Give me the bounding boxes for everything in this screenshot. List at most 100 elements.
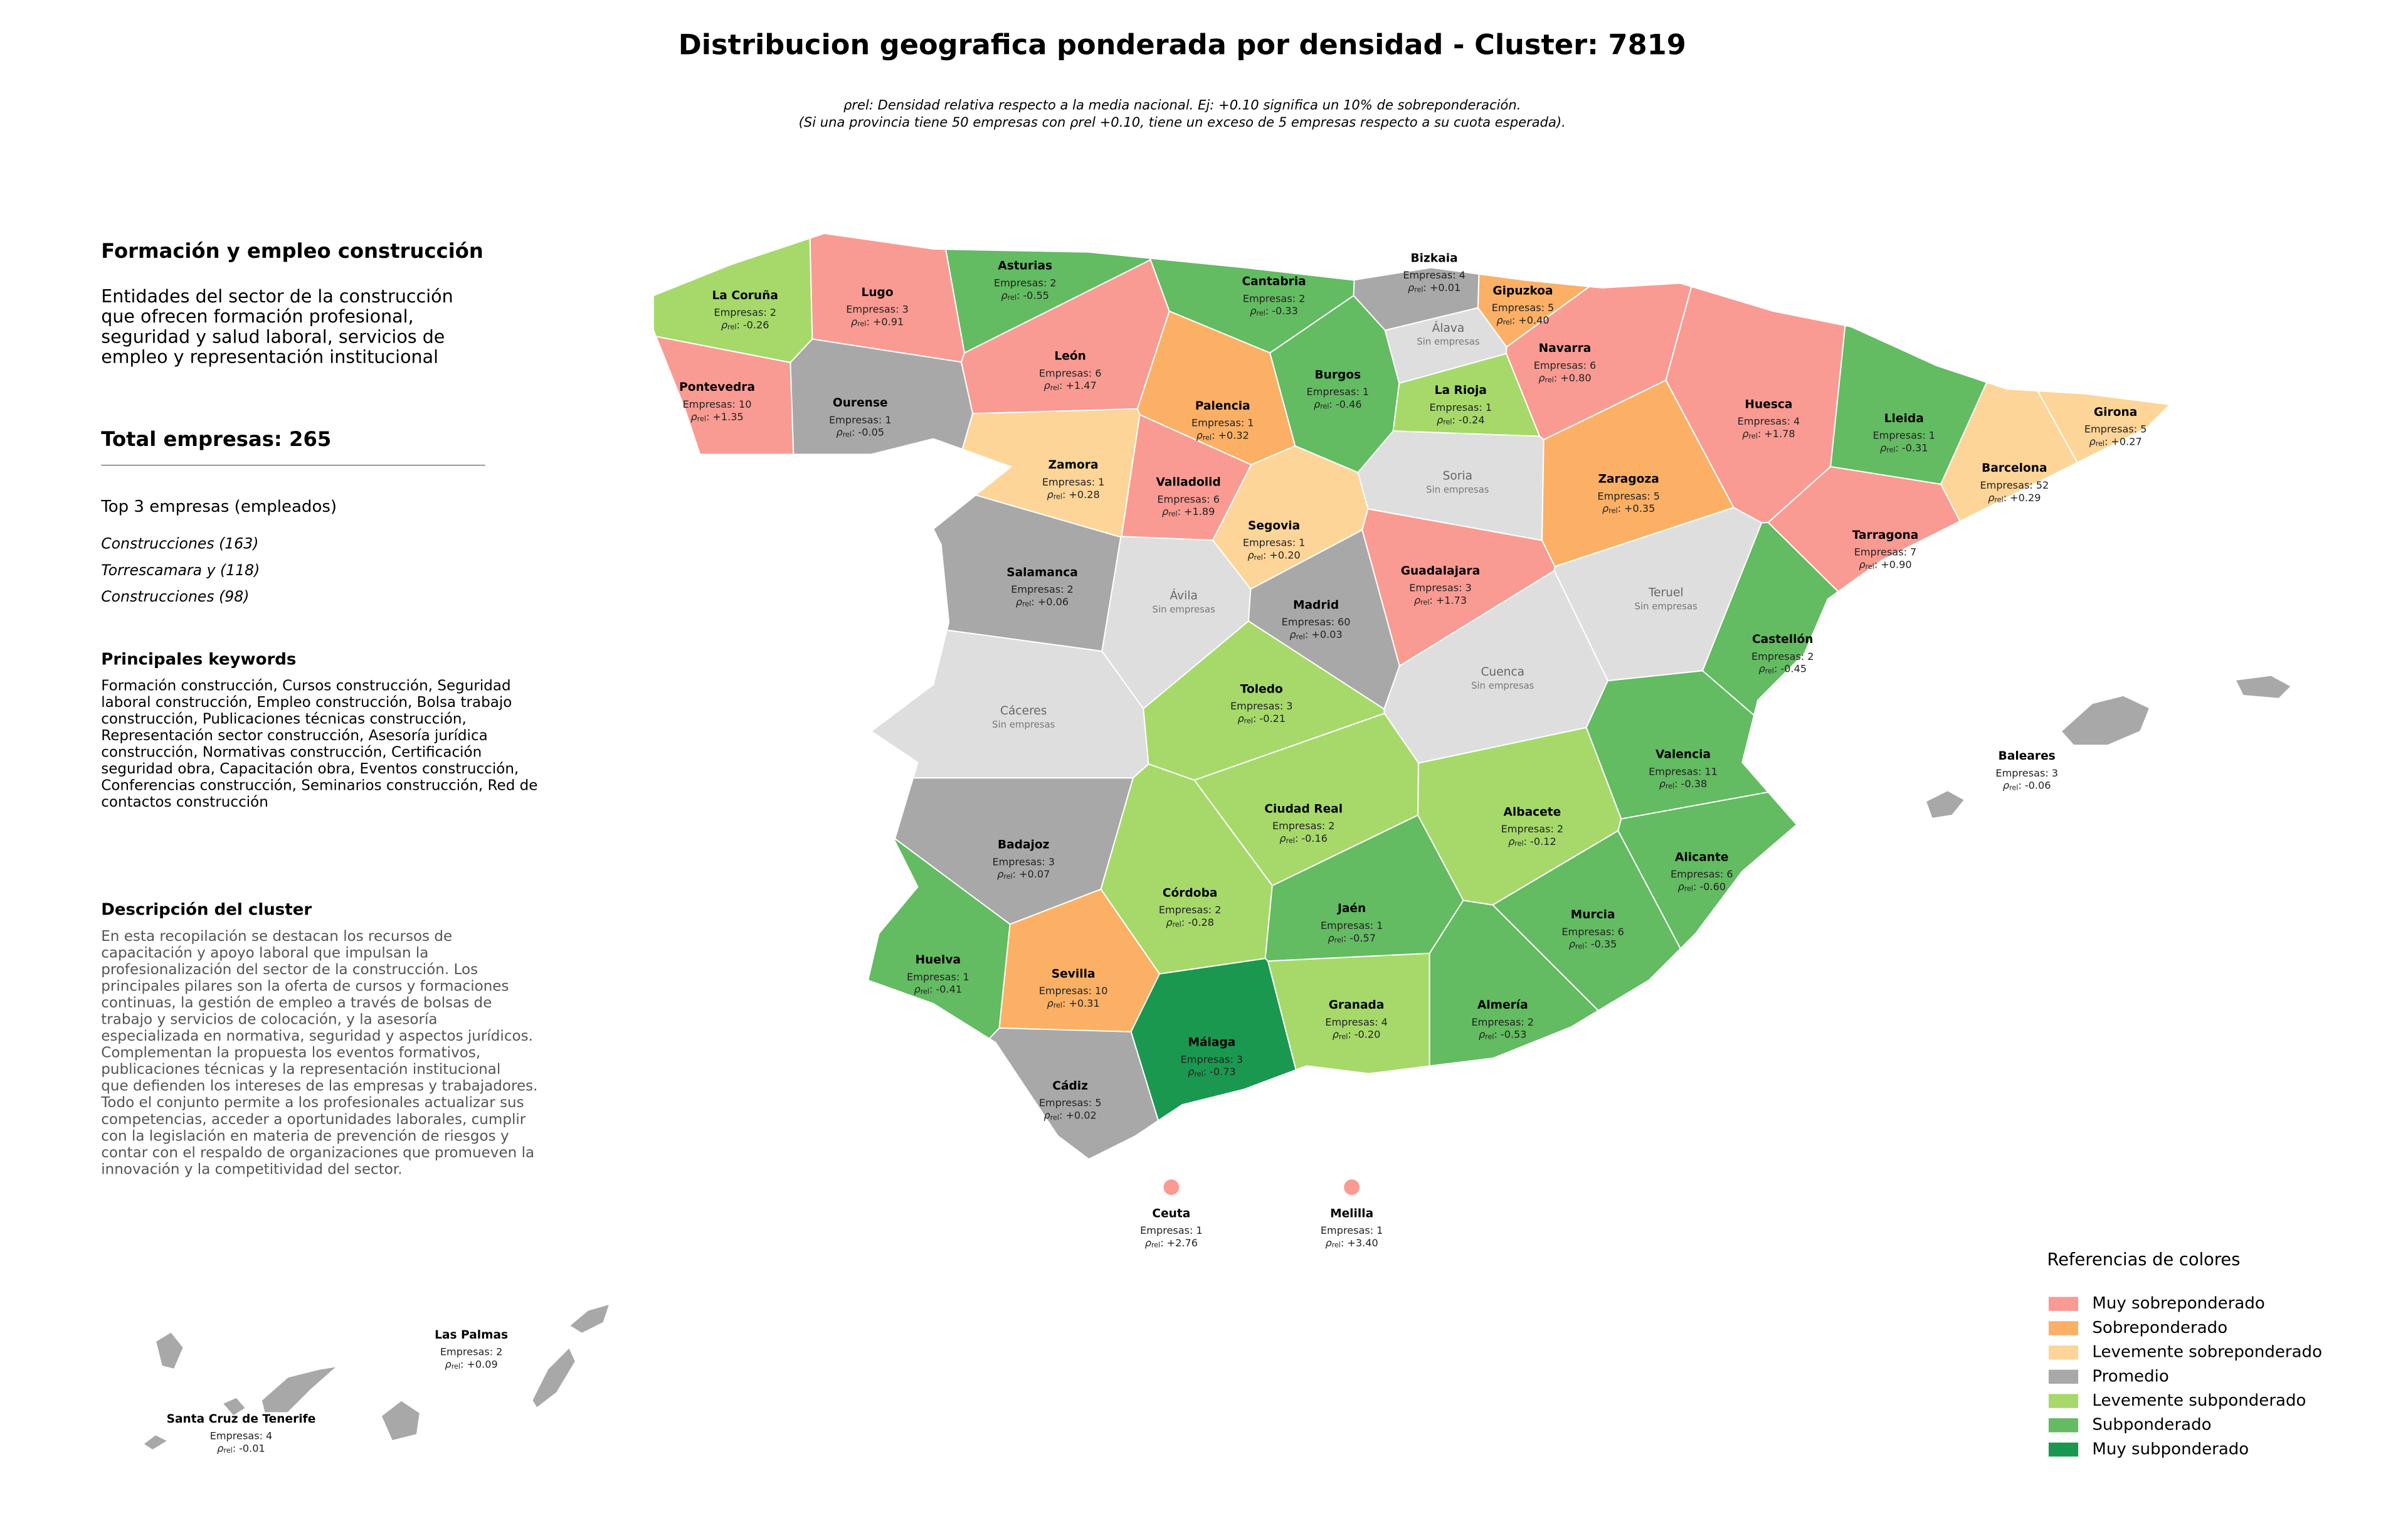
- count-value: 3: [1237, 1053, 1243, 1065]
- top-title: Top 3 empresas (empleados): [100, 497, 337, 516]
- province-rho: ρrel: -0.33: [1250, 305, 1298, 317]
- province-count: Empresas: 2: [1243, 292, 1306, 304]
- rho-value: +0.02: [1065, 1109, 1096, 1121]
- rho-symbol: ρ: [1247, 549, 1254, 561]
- province-rho: ρrel: +0.03: [1289, 629, 1342, 641]
- count-value: 2: [1528, 1016, 1534, 1027]
- count-label: Empresas:: [1325, 1016, 1378, 1027]
- island: [260, 1365, 340, 1414]
- province-name: Toledo: [1240, 682, 1283, 696]
- province-rho: ρrel: +0.02: [1043, 1109, 1096, 1122]
- legend-swatch: [2048, 1369, 2079, 1384]
- count-label: Empresas:: [683, 398, 736, 410]
- rho-symbol: ρ: [1145, 1236, 1152, 1248]
- province-rho: ρrel: +0.90: [1859, 558, 1911, 571]
- cluster-line: con la legislación en materia de prevenc…: [101, 1128, 509, 1144]
- rho-sub: rel: [1443, 418, 1452, 426]
- rho-sub: rel: [1257, 309, 1265, 317]
- description-line: seguridad y salud laboral, servicios de: [101, 326, 445, 347]
- count-label: Empresas:: [1272, 820, 1325, 832]
- count-value: 2: [1299, 292, 1305, 304]
- province-count: Empresas: 1: [1042, 475, 1105, 487]
- count-value: 3: [1465, 581, 1472, 593]
- rho-sub: rel: [1054, 1002, 1062, 1010]
- rho-sub: rel: [1514, 840, 1523, 848]
- count-label: Empresas:: [1140, 1224, 1193, 1236]
- province-count: Empresas: 6: [1671, 868, 1733, 880]
- legend-swatch: [2048, 1297, 2079, 1311]
- province-rho: ρrel: -0.05: [836, 426, 884, 438]
- province-rho: ρrel: +0.31: [1047, 997, 1099, 1009]
- rho-symbol: ρ: [1659, 778, 1666, 790]
- rho-tail: :: [233, 1442, 236, 1454]
- province-name: Cáceres: [1000, 704, 1047, 718]
- rho-tail: :: [1031, 595, 1034, 607]
- rho-sub: rel: [1886, 446, 1895, 454]
- top-company: Construcciones (163): [101, 535, 258, 553]
- rho-symbol: ρ: [1508, 836, 1515, 847]
- province-rho: ρrel: +0.32: [1196, 429, 1249, 442]
- rho-sub: rel: [1003, 873, 1012, 881]
- total: Total empresas: 265: [101, 427, 331, 451]
- province-rho: ρrel: -0.06: [2003, 779, 2051, 792]
- cluster-line: Complementan la propuesta los eventos fo…: [101, 1045, 480, 1061]
- count-label: Empresas:: [1039, 367, 1092, 379]
- cluster-line: especializada en normativa, seguridad y …: [101, 1028, 533, 1044]
- province-rho: ρrel: -0.12: [1508, 836, 1556, 848]
- rho-tail: :: [1295, 832, 1298, 844]
- rho-symbol: ρ: [1196, 429, 1203, 441]
- province-count: Empresas: 3: [846, 303, 909, 315]
- count-label: Empresas:: [1429, 401, 1482, 413]
- legend-swatch: [2048, 1442, 2079, 1457]
- enclave: [1344, 1179, 1360, 1196]
- province-name: Ourense: [833, 396, 888, 410]
- province-name: Zaragoza: [1598, 473, 1659, 486]
- province-count: Empresas: 6: [1534, 359, 1597, 371]
- province-rho: ρrel: +0.80: [1538, 371, 1591, 384]
- rho-sub: rel: [1608, 507, 1617, 515]
- count-label: Empresas:: [1872, 429, 1925, 441]
- count-label: Empresas:: [1321, 919, 1373, 931]
- rho-sub: rel: [1575, 942, 1584, 950]
- province: [988, 1027, 1159, 1160]
- province-name: Burgos: [1314, 368, 1361, 381]
- province-name: Murcia: [1571, 908, 1615, 921]
- count-label: Empresas:: [1307, 386, 1360, 398]
- count-value: 6: [1095, 367, 1101, 379]
- rho-value: -0.41: [936, 983, 962, 995]
- keywords-line: construcción, Normativas construcción, C…: [101, 745, 482, 761]
- province-rho: ρrel: -0.60: [1677, 880, 1726, 893]
- keywords-line: Conferencias construcción, Seminarios co…: [101, 778, 537, 794]
- count-label: Empresas:: [2084, 423, 2137, 435]
- province-count: Empresas: 5: [2084, 423, 2147, 435]
- province-rho: ρrel: -0.26: [721, 319, 769, 331]
- rho-symbol: ρ: [1859, 558, 1866, 570]
- top-company: Torrescamara y (118): [101, 561, 260, 579]
- cluster-line: capacitación y apoyo laboral que impulsa…: [101, 945, 428, 961]
- rho-sub: rel: [1173, 921, 1181, 929]
- count-label: Empresas:: [1671, 868, 1723, 880]
- province-name: Palencia: [1195, 400, 1250, 413]
- province-rho: ρrel: +3.40: [1325, 1236, 1378, 1249]
- province-rho: ρrel: +1.73: [1414, 594, 1467, 607]
- province-name: Alicante: [1675, 851, 1728, 864]
- count-label: Empresas:: [994, 277, 1047, 289]
- rho-symbol: ρ: [1016, 595, 1023, 607]
- rho-sub: rel: [1194, 1070, 1203, 1078]
- rho-tail: :: [1512, 314, 1515, 326]
- rho-value: -0.12: [1530, 836, 1556, 847]
- count-label: Empresas:: [992, 856, 1045, 867]
- province-rho: ρrel: -0.16: [1279, 832, 1328, 845]
- keywords-title: Principales keywords: [101, 650, 296, 669]
- island: [2060, 694, 2151, 746]
- province-count: Empresas: 2: [994, 277, 1057, 289]
- legend-label: Subponderado: [2092, 1416, 2211, 1435]
- island: [154, 1331, 184, 1371]
- rho-symbol: ρ: [1328, 931, 1334, 943]
- rho-symbol: ρ: [1479, 1028, 1486, 1040]
- rho-sub: rel: [1008, 294, 1017, 302]
- rho-value: +0.80: [1560, 371, 1591, 383]
- rho-tail: :: [706, 410, 709, 422]
- count-value: 2: [1050, 277, 1056, 289]
- rho-symbol: ρ: [690, 410, 697, 422]
